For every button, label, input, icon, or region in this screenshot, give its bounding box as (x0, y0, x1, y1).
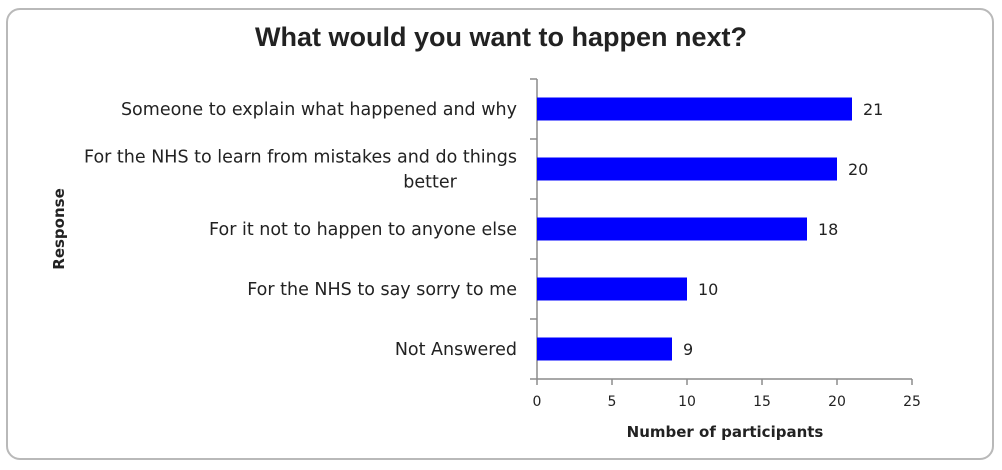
category-label: Someone to explain what happened and why (121, 100, 517, 120)
data-label: 9 (683, 340, 693, 359)
x-tick-label: 25 (903, 394, 921, 410)
labels: 0 5 10 15 20 25 21 Someone to explain what happ… (84, 100, 921, 410)
category-label: better (403, 173, 457, 193)
bars (537, 97, 852, 361)
chart-frame (6, 8, 994, 460)
x-tick-label: 15 (753, 394, 771, 410)
bar (537, 97, 852, 121)
data-label: 21 (863, 100, 883, 119)
data-label: 18 (818, 220, 838, 239)
bar (537, 277, 687, 301)
category-label: Not Answered (395, 340, 517, 360)
category-label: For it not to happen to anyone else (209, 220, 517, 240)
bar (537, 217, 807, 241)
x-tick-label: 10 (678, 394, 696, 410)
data-label: 10 (698, 280, 718, 299)
bar (537, 337, 672, 361)
x-tick-label: 5 (608, 394, 617, 410)
y-axis-title: Response (50, 188, 68, 269)
bar (537, 157, 837, 181)
data-label: 20 (848, 160, 868, 179)
x-axis-title: Number of participants (627, 423, 824, 441)
chart-title: What would you want to happen next? (255, 22, 747, 52)
x-tick-label: 0 (533, 394, 542, 410)
category-label: For the NHS to learn from mistakes and d… (84, 148, 517, 168)
x-tick-label: 20 (828, 394, 846, 410)
category-label: For the NHS to say sorry to me (247, 280, 517, 300)
